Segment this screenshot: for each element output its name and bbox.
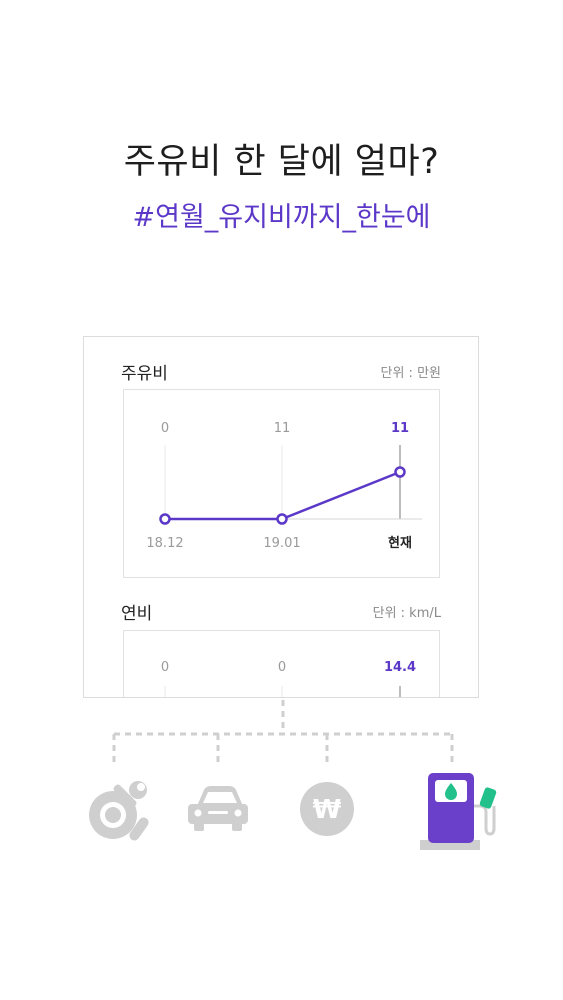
fuel-efficiency-header: 연비 단위 : km/L <box>121 599 441 624</box>
x-tick-label: 18.12 <box>146 536 183 551</box>
car-icon[interactable] <box>188 786 248 831</box>
value-label: 11 <box>274 421 291 436</box>
connector-lines <box>112 700 454 764</box>
value-label: 0 <box>161 660 169 675</box>
svg-text:₩: ₩ <box>313 795 342 825</box>
fuel-efficiency-chart: 0 0 14.4 <box>123 630 440 697</box>
value-label: 14.4 <box>384 660 416 675</box>
value-label: 0 <box>278 660 286 675</box>
fuel-cost-unit: 단위 : 만원 <box>380 366 442 381</box>
fuel-efficiency-unit: 단위 : km/L <box>372 606 441 621</box>
category-icons: ₩ <box>89 700 497 850</box>
data-point <box>159 513 171 525</box>
maintenance-icon[interactable] <box>89 781 151 843</box>
data-point <box>394 466 406 478</box>
value-label: 11 <box>391 421 409 436</box>
data-point <box>276 513 288 525</box>
value-label: 0 <box>161 421 169 436</box>
stats-card: 주유비 단위 : 만원 0 11 11 18.12 19.01 현재 연비 단위 : km… <box>83 336 479 698</box>
won-icon[interactable]: ₩ <box>300 782 354 836</box>
fuel-cost-title: 주유비 <box>121 364 168 384</box>
fuel-cost-chart: 0 11 11 18.12 19.01 현재 <box>123 389 440 578</box>
fuel-cost-header: 주유비 단위 : 만원 <box>121 359 442 384</box>
page-subtitle: #연월_유지비까지_한눈에 <box>132 202 431 233</box>
x-tick-label: 현재 <box>388 535 412 551</box>
fuel-efficiency-title: 연비 <box>121 604 153 624</box>
x-tick-label: 19.01 <box>263 536 300 551</box>
gas-pump-icon[interactable] <box>420 773 497 850</box>
page-title: 주유비 한 달에 얼마? <box>123 142 440 182</box>
fuel-efficiency-chart-svg: 0 0 14.4 <box>161 660 416 697</box>
fuel-cost-chart-svg: 0 11 11 18.12 19.01 현재 <box>146 421 422 551</box>
